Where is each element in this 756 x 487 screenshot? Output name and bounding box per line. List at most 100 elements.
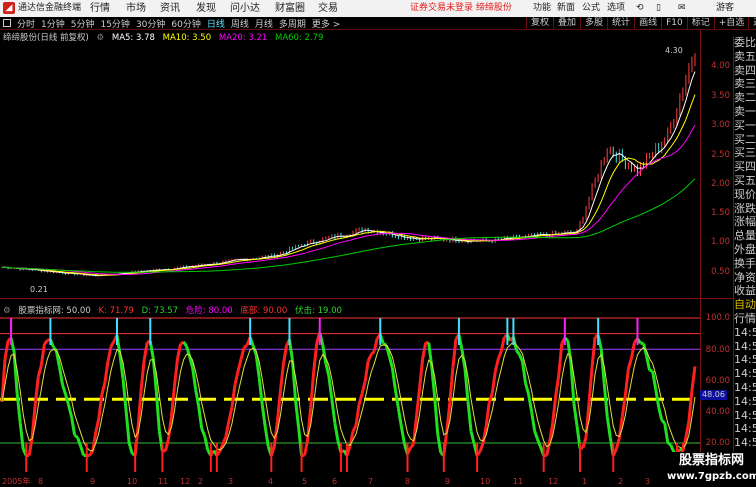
menu-formula[interactable]: 公式: [582, 3, 601, 13]
period-more[interactable]: 更多 >: [311, 19, 341, 30]
quote-label: 买五: [734, 173, 756, 187]
quote-label: 收益: [734, 284, 756, 298]
settings-icon[interactable]: ⚙: [96, 33, 105, 43]
draw-button[interactable]: 画线: [634, 17, 661, 30]
period-15min[interactable]: 15分钟: [100, 19, 130, 30]
k-segment: [366, 353, 373, 362]
k-segment: [657, 406, 664, 421]
menu-news[interactable]: 资讯: [160, 3, 180, 14]
menu-discover[interactable]: 发现: [196, 3, 216, 14]
k-segment: [384, 344, 391, 357]
mark-button[interactable]: 标记: [686, 17, 714, 30]
chart-header: 缔缔股份(日线 前复权) ⚙ MA5: 3.78 MA10: 3.50 MA20…: [3, 31, 328, 43]
app-logo-icon: ◢: [3, 2, 15, 14]
period-60min[interactable]: 60分钟: [171, 19, 201, 30]
time-tick-label: 8: [38, 477, 44, 486]
panel-tab[interactable]: 自动: [734, 298, 756, 312]
ma5-value: MA5: 3.78: [111, 33, 155, 43]
login-warning[interactable]: 证券交易未登录 缔缔股份: [410, 3, 512, 13]
time-tick-label: 10: [480, 477, 491, 486]
message-icon[interactable]: ✉: [678, 3, 686, 13]
chart-canvas[interactable]: 4.30 0.21: [0, 0, 733, 487]
k-segment: [67, 404, 74, 418]
period-daily[interactable]: 日线: [206, 19, 225, 30]
time-axis: 2005年 8 9 10 11 12 2 3 4 5 6 7 8 9 10 11 12 1 2 3: [0, 476, 660, 487]
time-tick-label: 2: [618, 477, 624, 486]
ma-line-10: [1, 94, 696, 276]
k-segment: [645, 355, 652, 371]
overlay-button[interactable]: 叠加: [553, 17, 580, 30]
user-guest[interactable]: 游客: [716, 3, 735, 13]
menu-bar: ◢ 通达信金融终端 行情 市场 资讯 发现 问小达 财富圈 交易 证券交易未登录…: [0, 0, 756, 17]
quote-label: 买三: [734, 146, 756, 160]
phone-icon[interactable]: ▯: [656, 3, 661, 13]
menu-wealth[interactable]: 财富圈: [275, 3, 305, 14]
refresh-icon[interactable]: ⟲: [636, 3, 644, 13]
menu-function[interactable]: 功能: [533, 3, 552, 13]
k-segment: [103, 361, 110, 383]
k-segment: [515, 349, 521, 356]
tick-time: 14:55: [734, 325, 756, 339]
period-toolbar: 分时 1分钟 5分钟 15分钟 30分钟 60分钟 日线 周线 月线 多周期 更…: [0, 17, 756, 30]
price-high-label: 4.30: [665, 46, 683, 55]
k-segment: [88, 449, 95, 457]
k-segment: [415, 387, 422, 416]
menu-ask[interactable]: 问小达: [230, 3, 260, 14]
period-1min[interactable]: 1分钟: [41, 19, 65, 30]
period-weekly[interactable]: 周线: [230, 19, 249, 30]
k-segment: [127, 442, 134, 454]
k-segment: [100, 382, 107, 396]
f10-button[interactable]: F10: [661, 17, 687, 30]
indicator-header: ⚙ 股票指标网: 50.00 K: 71.79 D: 73.57 危险: 80.…: [3, 304, 347, 316]
k-segment: [463, 368, 470, 402]
quote-label: 总量: [734, 229, 756, 243]
k-segment: [139, 359, 146, 390]
k-segment: [445, 402, 452, 431]
quote-label: 卖二: [734, 91, 756, 105]
k-segment: [687, 390, 694, 422]
adjust-button[interactable]: 复权: [526, 17, 553, 30]
k-segment: [524, 382, 530, 395]
k-segment: [294, 400, 301, 428]
multi-stock-button[interactable]: 多股: [580, 17, 607, 30]
k-segment: [448, 367, 455, 403]
k-segment: [194, 389, 201, 407]
watermark: 股票指标网 www.7gpzb.com: [667, 452, 756, 487]
k-segment: [233, 370, 240, 385]
menu-trade[interactable]: 交易: [318, 3, 338, 14]
period-monthly[interactable]: 月线: [254, 19, 273, 30]
k-segment: [478, 442, 485, 452]
menu-quotes[interactable]: 行情: [90, 3, 110, 14]
time-tick-label: 3: [645, 477, 651, 486]
period-intraday[interactable]: 分时: [17, 19, 36, 30]
k-segment: [263, 426, 270, 447]
period-5min[interactable]: 5分钟: [70, 19, 95, 30]
menu-new-page[interactable]: 新面: [557, 3, 576, 13]
menu-options[interactable]: 选项: [607, 3, 626, 13]
k-segment: [70, 416, 77, 436]
price-tick-label: 1.00: [711, 237, 730, 247]
k-segment: [399, 426, 406, 445]
panel-tab[interactable]: 行情: [734, 311, 756, 325]
price-tick-label: 3.50: [711, 91, 730, 101]
add-watchlist-button[interactable]: +自选: [713, 17, 749, 30]
stats-button[interactable]: 统计: [607, 17, 634, 30]
settings-icon[interactable]: ⚙: [3, 306, 11, 316]
tick-time: 14:56: [734, 353, 756, 367]
ma10-value: MA10: 3.50: [162, 33, 212, 43]
watermark-title: 股票指标网: [678, 453, 744, 468]
period-multi[interactable]: 多周期: [278, 19, 306, 30]
k-segment: [73, 434, 79, 439]
period-30min[interactable]: 30分钟: [135, 19, 166, 30]
k-segment: [94, 417, 101, 433]
price-tick-label: 3.00: [711, 120, 730, 130]
k-segment: [58, 366, 64, 385]
k-segment: [548, 422, 555, 443]
k-segment: [15, 392, 22, 423]
k-segment: [357, 393, 364, 405]
back-button[interactable]: 返回: [748, 17, 756, 30]
pressure-value: 底部: 90.00: [240, 306, 288, 316]
layout-toggle-icon[interactable]: [3, 19, 11, 27]
k-segment: [124, 410, 131, 443]
menu-market[interactable]: 市场: [126, 3, 146, 14]
